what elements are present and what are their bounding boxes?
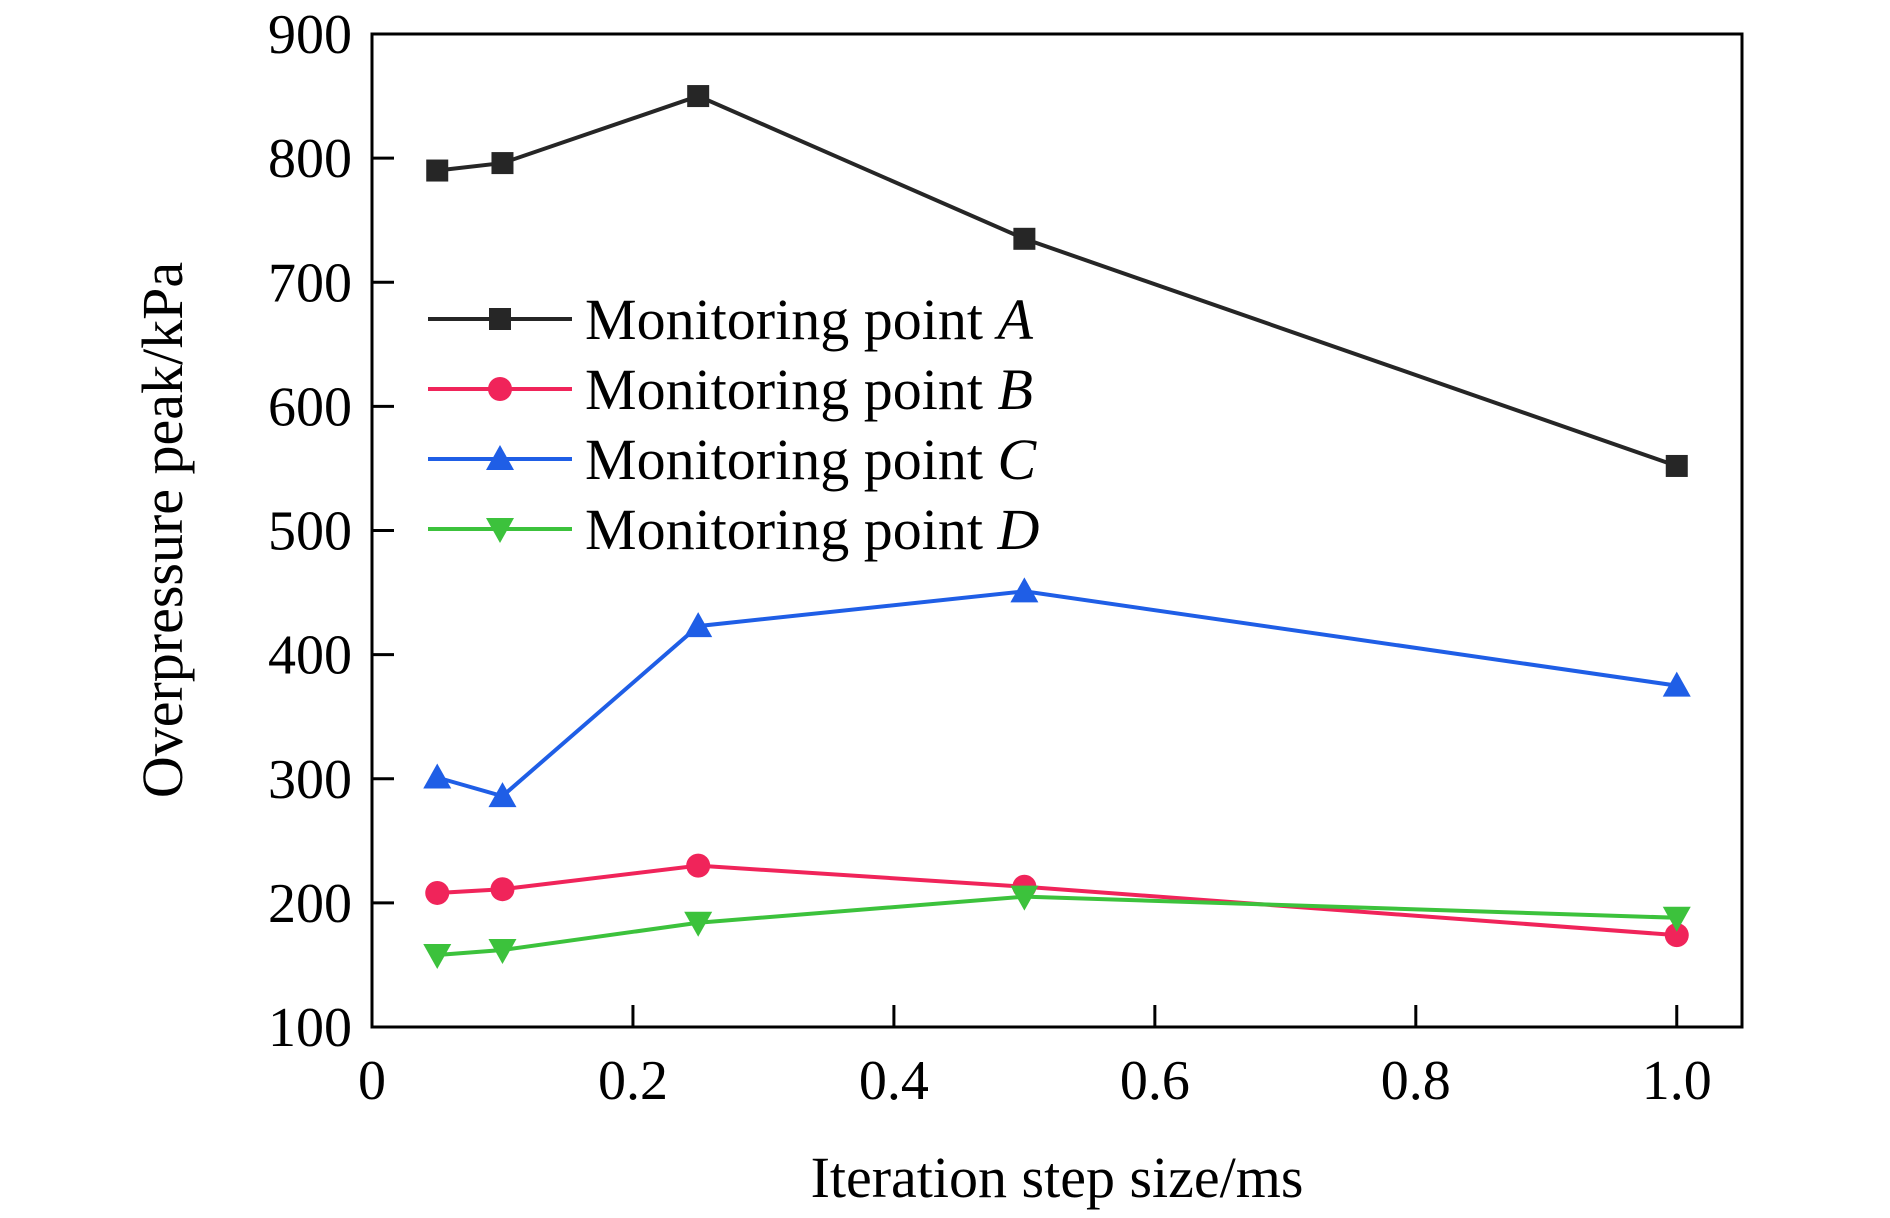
data-point-C — [423, 763, 452, 789]
y-tick-label: 700 — [268, 252, 352, 314]
legend-label: Monitoring point B — [585, 357, 1033, 422]
legend-label: Monitoring point D — [585, 497, 1039, 562]
legend-item-C: Monitoring point C — [428, 427, 1037, 492]
x-tick-label: 0.4 — [859, 1050, 929, 1112]
y-tick-label: 900 — [268, 4, 352, 66]
legend-swatch-marker — [486, 518, 514, 543]
data-point-B — [1664, 923, 1689, 948]
y-tick-label: 800 — [268, 128, 352, 190]
data-point-A — [491, 152, 514, 175]
data-point-A — [1665, 454, 1688, 477]
y-tick-label: 100 — [268, 997, 352, 1059]
plot-frame — [370, 32, 1744, 1029]
data-point-B — [425, 880, 450, 905]
series-D — [423, 885, 1691, 970]
data-point-D — [1662, 906, 1691, 932]
data-point-C — [684, 612, 713, 638]
y-tick-label: 300 — [268, 749, 352, 811]
data-point-C — [1010, 577, 1039, 603]
legend-label: Monitoring point C — [585, 427, 1037, 492]
data-point-D — [1010, 885, 1039, 911]
y-tick-label: 600 — [268, 376, 352, 438]
data-point-C — [488, 782, 517, 808]
y-tick-label: 200 — [268, 873, 352, 935]
legend-item-B: Monitoring point B — [428, 357, 1033, 422]
series-layer — [423, 85, 1691, 970]
x-tick-label: 0.8 — [1381, 1050, 1451, 1112]
legend-swatch-marker — [489, 308, 511, 330]
legend-item-A: Monitoring point A — [428, 287, 1033, 352]
data-point-D — [684, 911, 713, 937]
series-A — [426, 85, 1688, 477]
data-point-A — [426, 159, 449, 182]
legend-item-D: Monitoring point D — [428, 497, 1039, 562]
x-tick-label: 0.6 — [1120, 1050, 1190, 1112]
y-tick-label: 400 — [268, 625, 352, 687]
x-axis-title: Iteration step size/ms — [811, 1145, 1304, 1210]
data-point-D — [488, 939, 517, 965]
y-axis-title: Overpressure peak/kPa — [130, 262, 195, 798]
x-axis-ticks: 0 0.2 0.4 0.6 0.8 1.0 — [358, 1005, 1712, 1112]
data-point-D — [423, 944, 452, 970]
data-point-A — [687, 85, 710, 108]
y-axis-ticks: 100 200 300 400 500 600 700 800 900 — [268, 4, 394, 1059]
legend-swatch-marker — [488, 377, 512, 401]
data-point-B — [686, 853, 711, 878]
data-point-C — [1662, 671, 1691, 697]
series-C — [423, 577, 1691, 808]
legend-label: Monitoring point A — [585, 287, 1033, 352]
x-tick-label: 1.0 — [1642, 1050, 1712, 1112]
data-point-B — [490, 877, 515, 902]
x-tick-label: 0.2 — [598, 1050, 668, 1112]
y-tick-label: 500 — [268, 501, 352, 563]
series-line-C — [436, 589, 1678, 799]
x-tick-label: 0 — [358, 1050, 386, 1112]
legend-swatch-marker — [486, 445, 514, 470]
series-line-D — [437, 894, 1677, 958]
series-line-B — [437, 863, 1677, 938]
data-point-A — [1013, 227, 1036, 250]
